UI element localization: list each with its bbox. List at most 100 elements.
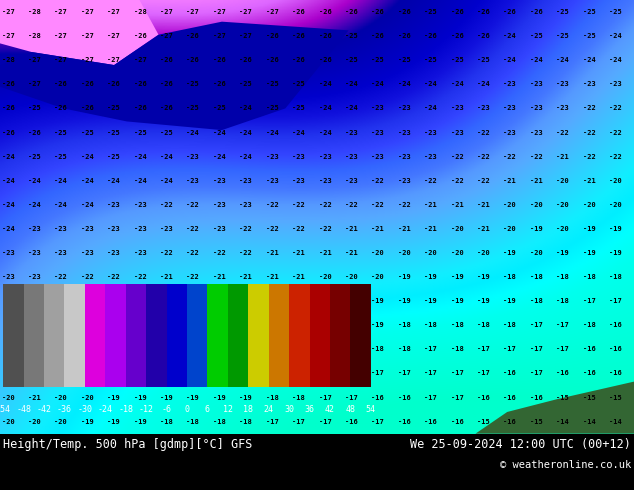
Text: -23: -23 [372, 129, 384, 136]
Text: -27: -27 [186, 9, 199, 15]
Text: -22: -22 [160, 202, 173, 208]
Text: -24: -24 [239, 105, 252, 111]
Text: -24: -24 [583, 57, 595, 63]
Text: -21: -21 [398, 226, 411, 232]
Text: -16: -16 [609, 370, 622, 376]
Text: -18: -18 [477, 322, 490, 328]
Polygon shape [0, 22, 349, 130]
Text: -17: -17 [292, 418, 305, 425]
Text: -24: -24 [345, 81, 358, 87]
Text: -16: -16 [345, 418, 358, 425]
Text: 54: 54 [366, 405, 376, 414]
Text: -20: -20 [292, 322, 305, 328]
Text: -25: -25 [556, 33, 569, 39]
Text: -21: -21 [266, 274, 278, 280]
Text: -18: -18 [530, 298, 543, 304]
Text: -23: -23 [292, 153, 305, 160]
Text: -22: -22 [556, 129, 569, 136]
Text: -20: -20 [451, 250, 463, 256]
Text: -25: -25 [345, 33, 358, 39]
Text: -21: -21 [1, 370, 15, 376]
Text: -18: -18 [530, 274, 543, 280]
Text: -22: -22 [292, 226, 305, 232]
Text: -21: -21 [372, 226, 384, 232]
Text: -26: -26 [345, 9, 358, 15]
Text: -17: -17 [583, 298, 595, 304]
Text: -19: -19 [292, 346, 305, 352]
Text: -26: -26 [424, 33, 437, 39]
Text: -23: -23 [160, 226, 173, 232]
Text: -19: -19 [186, 394, 199, 400]
Text: -19: -19 [583, 226, 595, 232]
Text: -24: -24 [345, 105, 358, 111]
Text: -26: -26 [81, 105, 94, 111]
Text: -20: -20 [107, 370, 120, 376]
Text: -23: -23 [477, 105, 490, 111]
Bar [228, 284, 249, 387]
Text: -26: -26 [55, 105, 67, 111]
Text: -22: -22 [318, 226, 332, 232]
Text: -28: -28 [28, 9, 41, 15]
Text: -24: -24 [1, 153, 15, 160]
Text: -22: -22 [477, 153, 490, 160]
Text: -23: -23 [28, 274, 41, 280]
Bar [207, 284, 228, 387]
Text: -26: -26 [451, 9, 463, 15]
Text: -23: -23 [530, 129, 543, 136]
Text: -24: -24 [372, 81, 384, 87]
Text: -24: -24 [81, 202, 94, 208]
Text: -23: -23 [239, 202, 252, 208]
Text: -19: -19 [239, 370, 252, 376]
Text: -24: -24 [239, 129, 252, 136]
Text: -22: -22 [55, 274, 67, 280]
Text: -17: -17 [503, 346, 516, 352]
Text: -23: -23 [609, 81, 622, 87]
Text: -21: -21 [28, 370, 41, 376]
Bar [249, 284, 269, 387]
Text: -19: -19 [266, 346, 278, 352]
Text: -18: -18 [398, 322, 411, 328]
Text: -18: -18 [556, 298, 569, 304]
Text: -21: -21 [28, 394, 41, 400]
Text: -26: -26 [477, 9, 490, 15]
Text: -23: -23 [107, 202, 120, 208]
Text: -23: -23 [556, 105, 569, 111]
Text: -23: -23 [318, 153, 332, 160]
Text: -27: -27 [107, 33, 120, 39]
Text: -24: -24 [266, 129, 278, 136]
Text: -24: -24 [503, 57, 516, 63]
Text: -23: -23 [1, 274, 15, 280]
Text: -27: -27 [107, 9, 120, 15]
Text: -23: -23 [134, 202, 146, 208]
Text: -20: -20 [503, 202, 516, 208]
Text: -14: -14 [609, 418, 622, 425]
Text: -20: -20 [55, 370, 67, 376]
Text: -20: -20 [556, 202, 569, 208]
Text: -22: -22 [503, 153, 516, 160]
Text: -19: -19 [556, 250, 569, 256]
Text: -18: -18 [213, 418, 226, 425]
Bar [351, 284, 371, 387]
Text: -23: -23 [134, 226, 146, 232]
Text: -23: -23 [28, 250, 41, 256]
Text: -25: -25 [345, 57, 358, 63]
Text: -21: -21 [345, 226, 358, 232]
Text: -23: -23 [424, 153, 437, 160]
Bar [146, 284, 167, 387]
Text: 24: 24 [264, 405, 274, 414]
Bar [167, 284, 187, 387]
Text: 12: 12 [223, 405, 233, 414]
Text: -21: -21 [107, 298, 120, 304]
Text: -24: -24 [1, 202, 15, 208]
Text: -23: -23 [530, 81, 543, 87]
Text: -21: -21 [292, 250, 305, 256]
Text: -18: -18 [239, 418, 252, 425]
Bar [105, 284, 126, 387]
Text: -17: -17 [609, 298, 622, 304]
Text: -23: -23 [292, 178, 305, 184]
Text: -23: -23 [213, 202, 226, 208]
Text: -18: -18 [451, 322, 463, 328]
Text: -23: -23 [81, 226, 94, 232]
Text: -19: -19 [609, 250, 622, 256]
Text: -23: -23 [55, 250, 67, 256]
